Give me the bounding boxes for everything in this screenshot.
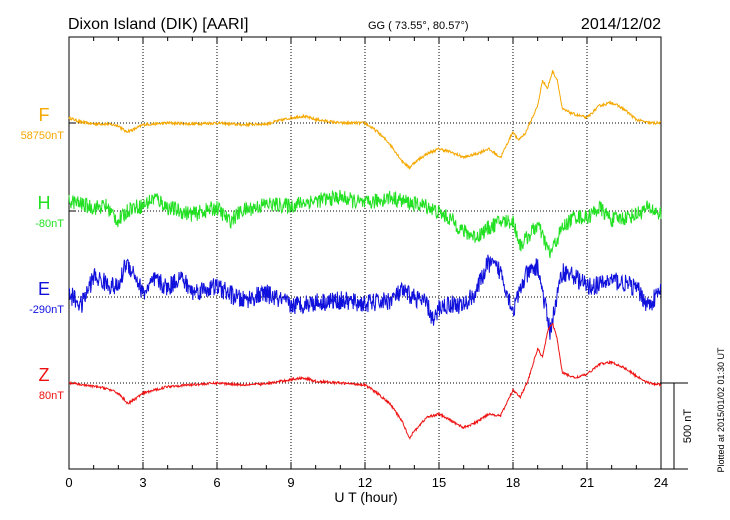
- series-name-h: H: [38, 193, 51, 213]
- chart-date: 2014/12/02: [581, 16, 661, 33]
- chart-title: Dixon Island (DIK) [AARI]: [68, 16, 249, 33]
- x-tick-label: 6: [213, 475, 220, 490]
- scale-bar: 500 nT: [661, 382, 694, 470]
- series-baseline-label-h: -80nT: [35, 218, 64, 230]
- series-line-z: [68, 322, 662, 440]
- x-tick-label: 9: [287, 475, 294, 490]
- series-baseline-label-e: -290nT: [29, 304, 64, 316]
- series-baseline-label-z: 80nT: [39, 390, 64, 402]
- x-axis-label: U T (hour): [334, 489, 397, 505]
- series-baseline-label-f: 58750nT: [21, 130, 65, 142]
- x-tick-label: 15: [432, 475, 446, 490]
- series-line-e: [68, 254, 662, 340]
- series-name-z: Z: [39, 365, 50, 385]
- x-tick-label: 12: [358, 475, 372, 490]
- series-name-e: E: [38, 279, 50, 299]
- x-tick-label: 0: [65, 475, 72, 490]
- x-tick-label: 21: [580, 475, 594, 490]
- series-labels: F 58750nT H -80nT E -290nT Z 80nT: [21, 105, 65, 402]
- grid-lines: [69, 37, 661, 469]
- series-layer: [68, 70, 662, 440]
- series-name-f: F: [39, 105, 50, 125]
- x-tick-label: 24: [654, 475, 668, 490]
- x-tick-label: 3: [139, 475, 146, 490]
- series-line-f: [68, 70, 662, 170]
- x-tick-label: 18: [506, 475, 520, 490]
- plotted-timestamp: Plotted at 2015/01/02 01:30 UT: [716, 347, 726, 473]
- scale-bar-label: 500 nT: [682, 409, 694, 444]
- x-axis-ticks: 0 3 6 9 12 15 18 21 24: [65, 37, 668, 490]
- series-line-h: [68, 189, 662, 259]
- station-coordinates: GG ( 73.55°, 80.57°): [368, 20, 469, 32]
